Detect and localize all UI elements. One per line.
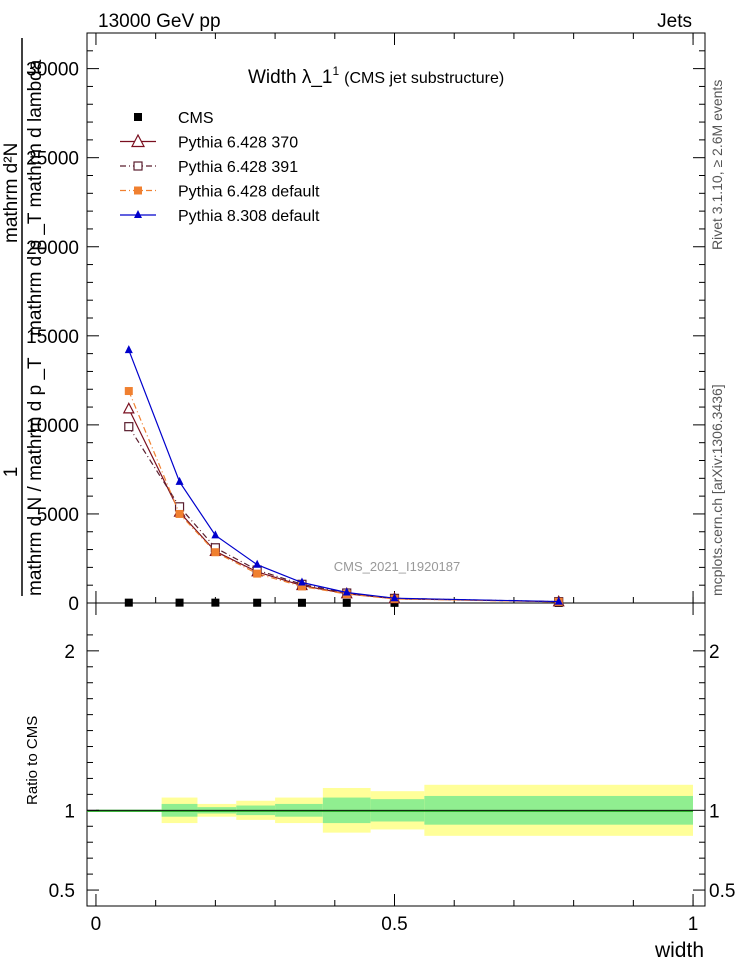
data-point	[175, 476, 184, 485]
ratio-tick-label: 1	[64, 801, 75, 822]
data-point	[124, 422, 134, 432]
ratio-tick-label: 2	[64, 642, 75, 663]
data-point	[175, 598, 184, 607]
data-point	[342, 587, 351, 596]
y-label-one: 1	[1, 467, 22, 478]
y-tick-label: 30000	[26, 60, 79, 81]
data-point	[122, 402, 135, 414]
series-line	[128, 426, 559, 603]
data-point	[390, 593, 399, 602]
legend-label: CMS	[178, 110, 214, 127]
rivet-version-label: Rivet 3.1.10, ≥ 2.6M events	[709, 80, 725, 250]
legend-marker	[134, 210, 142, 218]
ratio-tick-label-right: 2	[709, 642, 720, 663]
ratio-plot-frame	[86, 602, 706, 907]
data-point	[124, 387, 133, 396]
y-tick-label: 5000	[37, 505, 79, 526]
watermark-label: CMS_2021_I1920187	[334, 559, 461, 574]
legend: CMS Pythia 6.428 370 Pythia 6.428 391 Pythi…	[120, 110, 320, 225]
legend-label: Pythia 6.428 391	[178, 159, 298, 176]
legend-entry: Pythia 6.428 370	[120, 133, 298, 152]
legend-marker	[131, 133, 145, 148]
data-point	[253, 559, 262, 568]
legend-marker	[134, 186, 142, 195]
data-point	[124, 598, 133, 607]
chart-title-main: Width λ_1	[248, 67, 332, 88]
series-layer	[122, 345, 565, 607]
legend-marker	[133, 161, 143, 171]
y-tick-label: 15000	[26, 327, 79, 348]
legend-marker	[134, 113, 142, 121]
legend-label: Pythia 8.308 default	[178, 208, 320, 225]
ratio-tick-label-right: 0.5	[709, 881, 735, 902]
axis-ticks	[87, 33, 705, 906]
data-point	[174, 502, 185, 512]
x-axis-label: width	[654, 939, 704, 962]
legend-label: Pythia 6.428 370	[178, 135, 298, 152]
y-tick-label: 0	[68, 594, 79, 615]
y-label-outer-denominator: mathrm d N / mathrm d p _T	[25, 357, 46, 596]
legend-entry: Pythia 6.428 default	[120, 184, 320, 201]
y-label-denominator: mathrm d p _T mathrm d lambda	[25, 59, 46, 336]
x-tick-label: 0.5	[381, 914, 407, 935]
mcplots-source-label: mcplots.cern.ch [arXiv:1306.3436]	[709, 384, 725, 596]
x-tick-label: 0	[91, 914, 102, 935]
data-point	[297, 582, 306, 591]
data-point	[253, 569, 262, 578]
ratio-tick-label: 0.5	[49, 881, 75, 902]
header-left-label: 13000 GeV pp	[98, 11, 221, 32]
legend-entry: Pythia 6.428 391	[120, 159, 298, 176]
axis-tick-labels: 0 5000 10000 15000 20000 25000 30000 0.5 0.5 1 1 2 2…	[26, 60, 735, 935]
y-axis-label: 1 mathrm d N / mathrm d p _T mathrm d²N …	[1, 38, 46, 596]
legend-entry: Pythia 8.308 default	[120, 208, 320, 225]
y-tick-label: 25000	[26, 149, 79, 170]
y-tick-label: 20000	[26, 238, 79, 259]
ratio-reference	[87, 809, 693, 812]
series-4	[124, 345, 563, 605]
data-point	[297, 577, 306, 586]
data-point	[554, 596, 563, 605]
data-point	[253, 598, 262, 607]
ratio-tick-label-right: 1	[709, 801, 720, 822]
data-point	[297, 598, 306, 607]
legend-label: Pythia 6.428 default	[178, 184, 320, 201]
data-point	[211, 530, 220, 539]
chart-title: Width λ_11 (CMS jet substructure)	[248, 64, 504, 88]
series-2	[124, 422, 564, 607]
data-point	[175, 509, 184, 518]
data-point	[124, 345, 133, 354]
ratio-y-axis-label: Ratio to CMS	[24, 716, 41, 805]
chart-title-sup: 1	[332, 64, 339, 78]
legend-entry: CMS	[134, 110, 214, 127]
x-tick-label: 1	[688, 914, 699, 935]
header-right-label: Jets	[657, 11, 692, 32]
series-line	[128, 390, 559, 603]
y-label-numerator: mathrm d²N	[1, 143, 22, 243]
series-line	[128, 349, 559, 603]
chart-subtitle: (CMS jet substructure)	[344, 70, 504, 87]
series-1	[122, 402, 565, 607]
data-point	[211, 548, 220, 557]
y-tick-label: 10000	[26, 416, 79, 437]
data-point	[211, 598, 220, 607]
data-point	[342, 598, 351, 607]
